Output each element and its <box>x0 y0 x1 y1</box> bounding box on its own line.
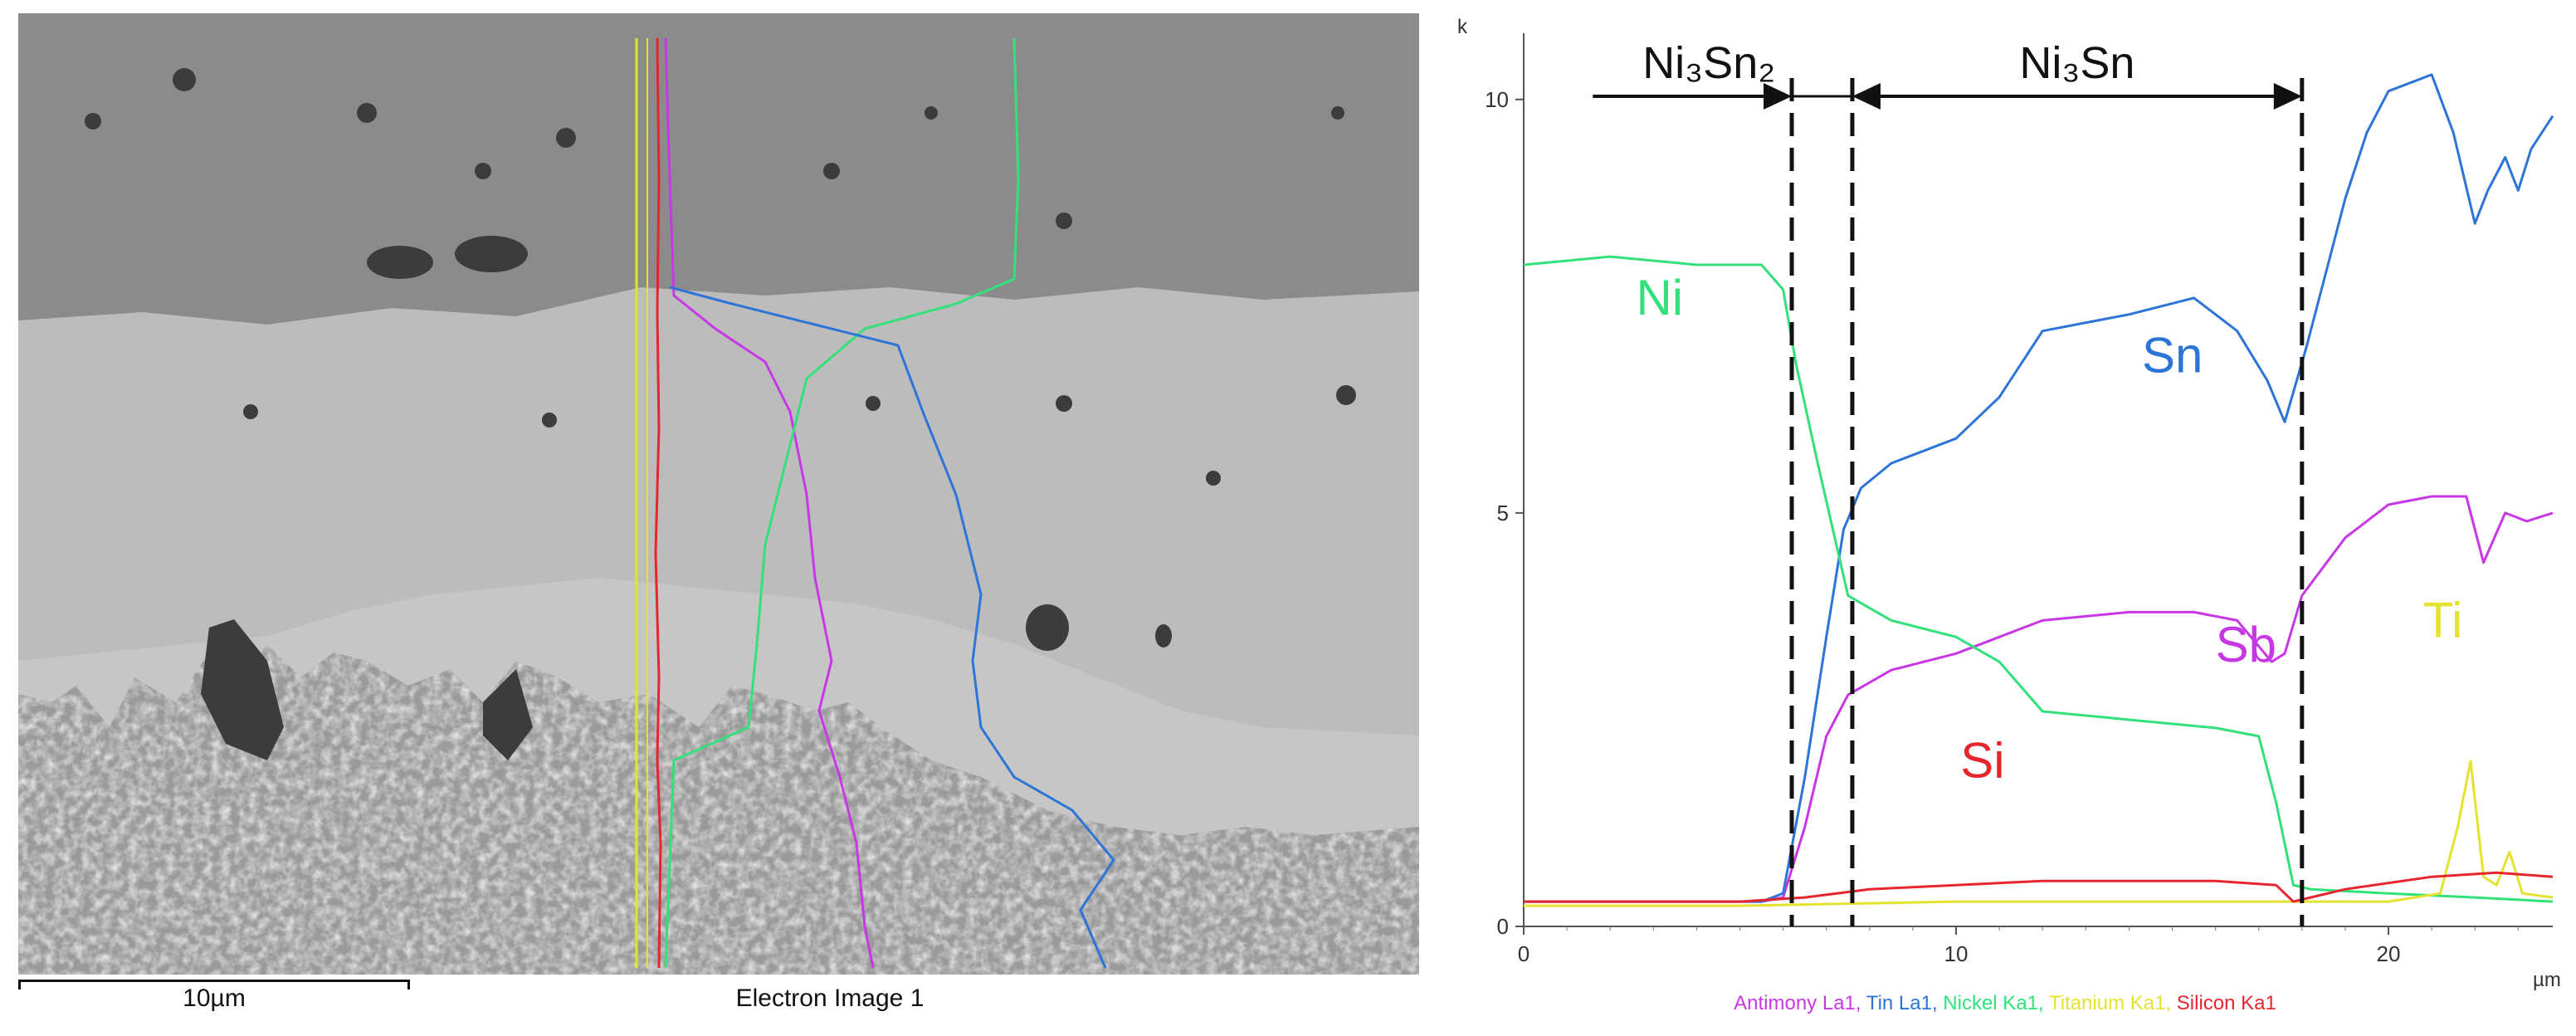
scale-bar-tick-left <box>18 980 21 990</box>
sem-profile-tin <box>669 286 1115 969</box>
region-right-label: Ni₃Sn <box>2019 38 2134 88</box>
region-left-arrowhead <box>1764 83 1793 110</box>
x-tick-label: 0 <box>1518 941 1530 966</box>
series-label-ni: Ni <box>1636 270 1683 325</box>
series-label-sb: Sb <box>2216 617 2276 672</box>
scale-bar-tick-right <box>407 980 410 990</box>
image-caption: Electron Image 1 <box>735 985 925 1012</box>
scale-bar-line <box>18 980 410 982</box>
chart-svg: 0 5 10 0 10 20 k µm Sb Sn Ni Ti Si Ni₃Sn₂ Ni₃Sn Anti… <box>1457 16 2561 1014</box>
legend-entry-ni: Nickel Ka1, <box>1943 992 2049 1014</box>
legend-entry-sb: Antimony La1, <box>1734 992 1866 1014</box>
chart-series: Sb Sn Ni Ti Si <box>1523 73 2554 907</box>
sem-micrograph <box>18 13 1419 975</box>
series-label-sn: Sn <box>2142 328 2203 384</box>
series-line-sn <box>1524 73 2554 903</box>
sem-profile-antimony <box>664 37 875 969</box>
chart-annotations: Ni₃Sn₂ Ni₃Sn <box>1593 38 2305 926</box>
series-line-sb <box>1524 495 2554 903</box>
legend-text: Antimony La1, Tin La1, Nickel Ka1, Titan… <box>1734 992 2276 1014</box>
sem-profile-silicon <box>654 37 662 969</box>
legend-entry-ti: Titanium Ka1, <box>2049 992 2177 1014</box>
sem-image <box>18 13 1419 975</box>
chart-legend: Antimony La1, Tin La1, Nickel Ka1, Titan… <box>1734 992 2276 1014</box>
x-tick-label: 10 <box>1944 941 1969 966</box>
legend-entry-sn: Tin La1, <box>1866 992 1944 1014</box>
legend-entry-si: Silicon Ka1 <box>2177 992 2276 1014</box>
y-tick-label: 5 <box>1497 501 1509 525</box>
series-line-si <box>1524 871 2554 903</box>
scale-bar: 10µm <box>18 980 410 1013</box>
series-line-ni <box>1523 255 2554 903</box>
series-line-ti <box>1524 760 2554 907</box>
y-axis-label: k <box>1457 16 1468 38</box>
x-axis-label: µm <box>2533 969 2561 991</box>
series-label-ti: Ti <box>2423 592 2463 648</box>
chart-axes: 0 5 10 0 10 20 k µm <box>1457 16 2561 991</box>
sem-voids <box>85 68 1356 760</box>
eds-linescan-chart: 0 5 10 0 10 20 k µm Sb Sn Ni Ti Si Ni₃Sn₂ Ni₃Sn Anti… <box>1427 0 2576 1036</box>
y-tick-label: 10 <box>1485 87 1509 112</box>
scale-bar-label: 10µm <box>183 985 246 1012</box>
sem-profile-nickel <box>664 37 1020 969</box>
region-right-arrowhead-right <box>2273 83 2302 110</box>
series-label-si: Si <box>1960 733 2004 789</box>
region-right-arrowhead-left <box>1852 83 1881 110</box>
x-tick-label: 20 <box>2377 941 2401 966</box>
y-tick-label: 0 <box>1497 914 1509 939</box>
region-left-label: Ni₃Sn₂ <box>1642 38 1775 88</box>
